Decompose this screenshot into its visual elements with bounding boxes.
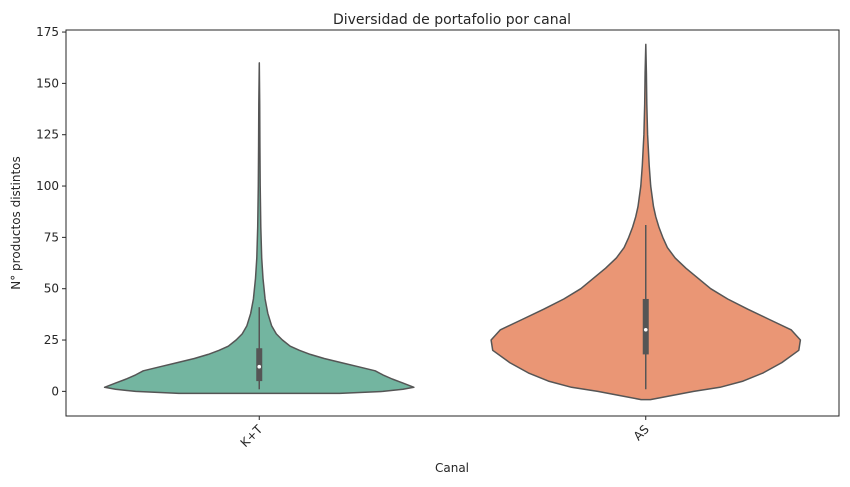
y-tick-label: 50 [44,282,59,296]
y-tick-label: 100 [36,179,59,193]
chart-title: Diversidad de portafolio por canal [333,12,571,28]
x-tick-label: K+T [238,422,266,450]
violin-median-AS [643,327,648,332]
y-tick-label: 0 [51,384,59,398]
x-axis: K+T AS [238,416,652,450]
x-axis-label: Canal [435,461,469,475]
y-axis-label: N° productos distintos [9,156,23,290]
violin-iqr-AS [642,298,649,355]
plot-area [103,43,802,401]
y-tick-label: 150 [36,76,59,90]
violin-median-K+T [257,364,262,369]
plot-frame [65,29,840,417]
y-tick-label: 175 [36,25,59,39]
violin-body-AS [490,43,802,401]
y-tick-label: 25 [44,333,59,347]
y-axis: 0 25 50 75 100 125 150 175 [36,25,66,398]
y-tick-label: 125 [36,128,59,142]
y-tick-label: 75 [44,230,59,244]
violin-body-K+T [103,62,415,395]
violin-iqr-K+T [256,348,263,382]
x-tick-label: AS [631,422,652,443]
